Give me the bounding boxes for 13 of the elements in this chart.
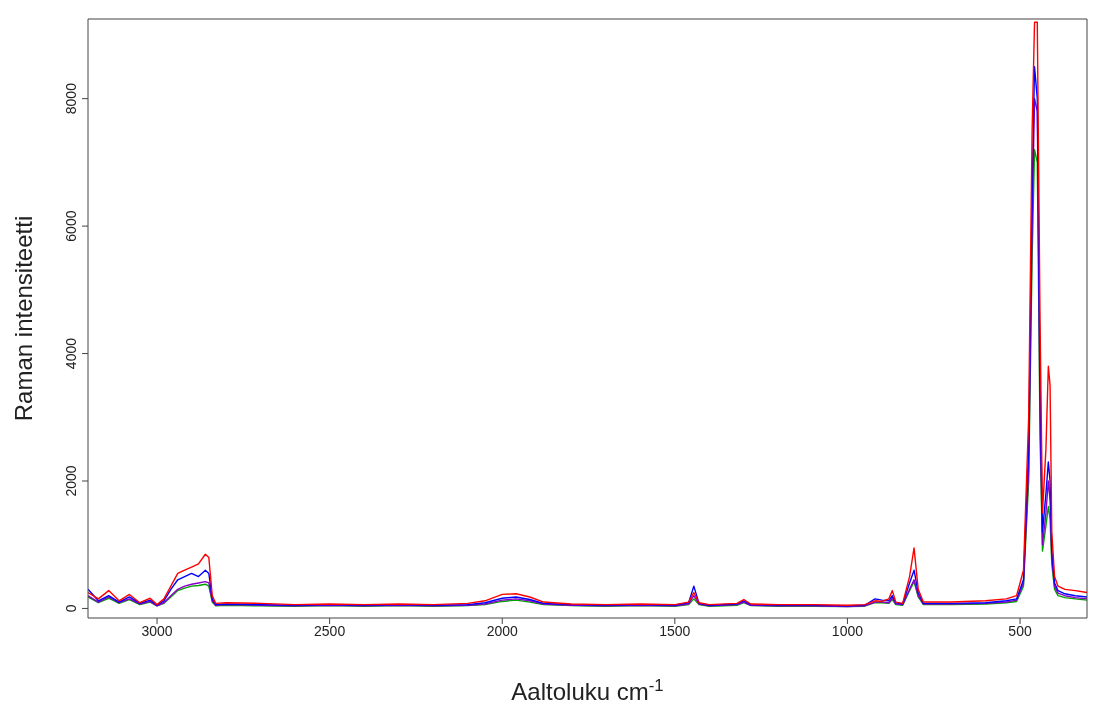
x-tick-label: 1500 — [659, 622, 691, 639]
x-tick-label: 500 — [1008, 622, 1032, 639]
y-axis-title: Raman intensiteetti — [9, 215, 37, 422]
y-tick-label: 6000 — [63, 210, 79, 242]
y-tick-label: 0 — [63, 604, 79, 613]
y-tick-label: 2000 — [63, 465, 79, 497]
x-axis-title: Aaltoluku cm$^{-1}$ — [511, 675, 664, 705]
y-tick-label: 4000 — [63, 337, 79, 370]
x-tick-label: 2500 — [314, 622, 346, 639]
x-tick-label: 1000 — [831, 622, 864, 639]
y-tick-label: 8000 — [63, 82, 79, 115]
x-tick-label: 2000 — [486, 622, 519, 639]
x-tick-label: 3000 — [141, 622, 173, 639]
